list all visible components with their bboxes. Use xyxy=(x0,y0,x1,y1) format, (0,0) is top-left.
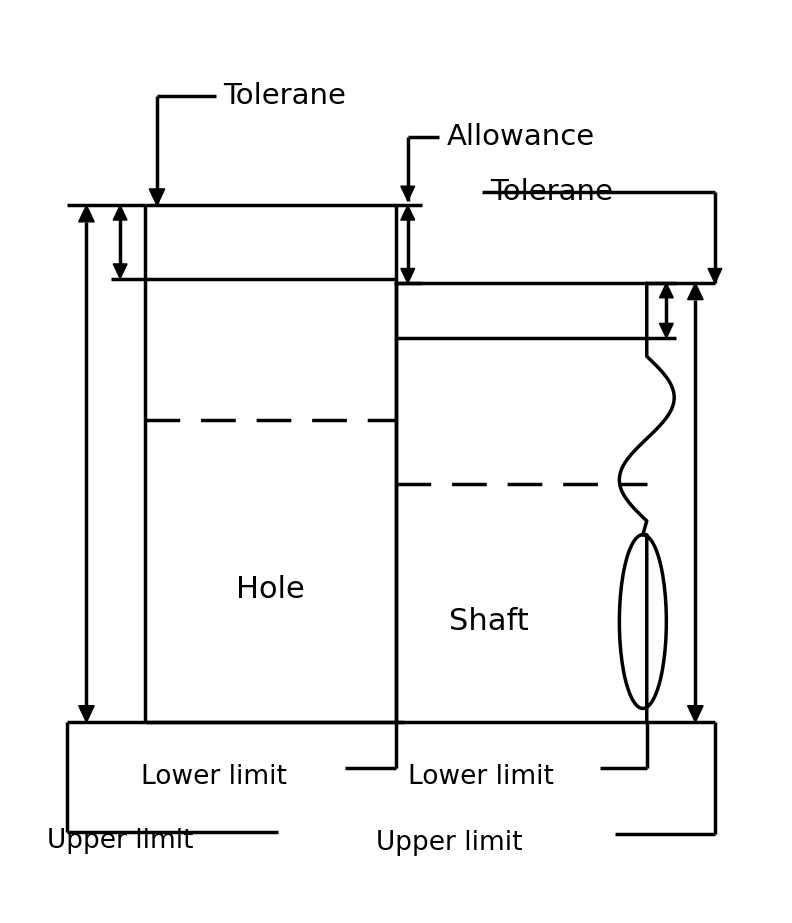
Text: Lower limit: Lower limit xyxy=(141,764,287,790)
Text: Upper limit: Upper limit xyxy=(376,830,523,856)
Text: Upper limit: Upper limit xyxy=(48,828,194,854)
Polygon shape xyxy=(401,186,415,201)
Text: Hole: Hole xyxy=(236,575,305,604)
Polygon shape xyxy=(401,269,415,283)
Text: Allowance: Allowance xyxy=(447,123,595,150)
Text: Shaft: Shaft xyxy=(449,607,529,636)
Polygon shape xyxy=(708,269,722,283)
Polygon shape xyxy=(78,706,94,722)
Polygon shape xyxy=(660,323,673,338)
Text: Tolerane: Tolerane xyxy=(223,81,346,110)
Polygon shape xyxy=(113,264,127,279)
Polygon shape xyxy=(149,189,165,206)
Text: Tolerane: Tolerane xyxy=(490,177,613,206)
Polygon shape xyxy=(78,206,94,222)
Polygon shape xyxy=(687,283,703,300)
Polygon shape xyxy=(401,206,415,220)
Text: Lower limit: Lower limit xyxy=(408,764,554,790)
Polygon shape xyxy=(660,283,673,298)
Polygon shape xyxy=(113,206,127,220)
Polygon shape xyxy=(687,706,703,722)
